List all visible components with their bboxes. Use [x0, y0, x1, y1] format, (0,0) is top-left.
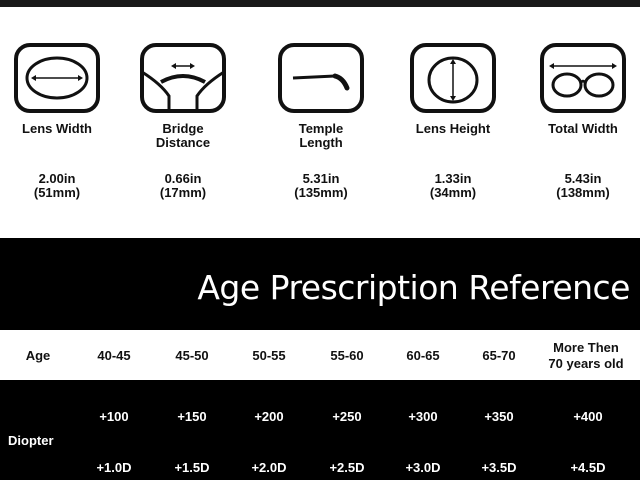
value-mm: (34mm): [429, 185, 477, 200]
age-cell: 50-55: [252, 348, 286, 363]
value-mm: (17mm): [159, 185, 207, 200]
diopter-d: +3.0D: [405, 460, 441, 475]
value-inches: 2.00in: [38, 171, 76, 186]
top-border: [0, 0, 640, 7]
measure-value: 2.00in (51mm): [4, 172, 110, 200]
age-cell: 40-45: [97, 348, 131, 363]
age-cell: 60-65: [406, 348, 440, 363]
value-mm: (138mm): [556, 185, 610, 200]
measure-label: Lens Width: [22, 121, 92, 136]
age-cell: 55-60: [330, 348, 364, 363]
measure-bridge-distance: Bridge Distance 0.66in (17mm): [130, 42, 236, 200]
measure-label: Temple Length: [298, 121, 344, 150]
measure-label: Total Width: [548, 121, 618, 136]
diopter-value: +350: [484, 409, 514, 424]
measure-value: 5.43in (138mm): [530, 172, 636, 200]
measure-total-width: Total Width 5.43in (138mm): [530, 42, 636, 200]
value-inches: 5.43in: [564, 171, 602, 186]
value-inches: 1.33in: [434, 171, 472, 186]
age-cell: 65-70: [482, 348, 516, 363]
measure-lens-width: Lens Width 2.00in (51mm): [4, 42, 110, 200]
measure-label: Lens Height: [415, 121, 491, 136]
lens-width-icon: [13, 42, 101, 114]
lens-height-icon: [409, 42, 497, 114]
diopter-d: +1.0D: [96, 460, 132, 475]
age-cell: 45-50: [175, 348, 209, 363]
diopter-label: Diopter: [8, 433, 54, 448]
diopter-value: +200: [254, 409, 284, 424]
value-mm: (51mm): [33, 185, 81, 200]
age-cell: More Then 70 years old: [548, 340, 624, 371]
measure-value: 5.31in (135mm): [268, 172, 374, 200]
total-width-icon: [539, 42, 627, 114]
diopter-band: Diopter +100 +150 +200 +250 +300 +350 +4…: [0, 380, 640, 480]
value-inches: 0.66in: [164, 171, 202, 186]
value-inches: 5.31in: [302, 171, 340, 186]
diopter-d: +2.5D: [329, 460, 365, 475]
title-band: [0, 238, 640, 330]
diopter-d: +4.5D: [570, 460, 606, 475]
diopter-d: +2.0D: [251, 460, 287, 475]
bridge-distance-icon: [139, 42, 227, 114]
diopter-value: +150: [177, 409, 207, 424]
diopter-d: +3.5D: [481, 460, 517, 475]
measure-value: 1.33in (34mm): [400, 172, 506, 200]
value-mm: (135mm): [294, 185, 348, 200]
reference-title: Age Prescription Reference: [197, 268, 630, 307]
diopter-d: +1.5D: [174, 460, 210, 475]
temple-length-icon: [277, 42, 365, 114]
age-row: Age 40-45 45-50 50-55 55-60 60-65 65-70 …: [0, 330, 640, 380]
measure-value: 0.66in (17mm): [130, 172, 236, 200]
diopter-value: +400: [573, 409, 603, 424]
diopter-value: +300: [408, 409, 438, 424]
measure-lens-height: Lens Height 1.33in (34mm): [400, 42, 506, 200]
measure-label: Bridge Distance: [155, 121, 211, 150]
diopter-value: +250: [332, 409, 362, 424]
diopter-value: +100: [99, 409, 129, 424]
measure-temple-length: Temple Length 5.31in (135mm): [268, 42, 374, 200]
age-label: Age: [25, 348, 51, 363]
